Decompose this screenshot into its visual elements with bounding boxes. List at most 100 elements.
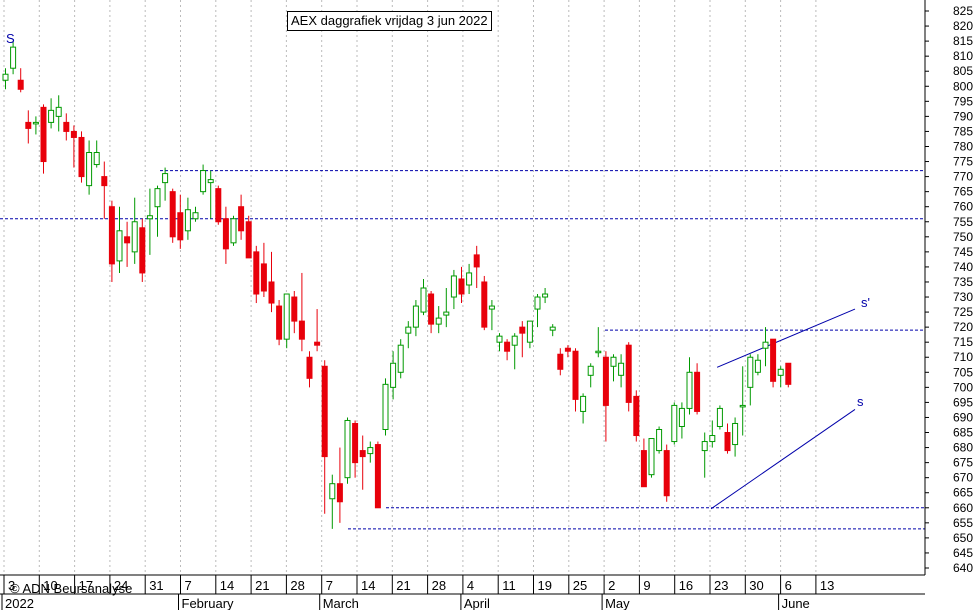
y-tick-label: 735: [953, 275, 973, 289]
candle-body-up: [55, 106, 62, 117]
candle-body-up: [526, 320, 533, 343]
candle-body-up: [367, 447, 374, 455]
candle-body-up: [93, 152, 100, 166]
candle-body-up: [435, 317, 442, 325]
upper-trendline: [716, 308, 856, 368]
candle-body-up: [678, 407, 685, 427]
y-tick-label: 680: [953, 441, 973, 455]
y-tick-label: 790: [953, 109, 973, 123]
candle-body-down: [625, 344, 632, 403]
candle-body-up: [283, 293, 290, 340]
y-tick-label: 715: [953, 335, 973, 349]
x-tick-label: 25: [573, 578, 587, 593]
x-tick-label: 24: [114, 578, 128, 593]
y-tick-label: 710: [953, 350, 973, 364]
y-tick-label: 755: [953, 215, 973, 229]
month-label: February: [182, 596, 235, 610]
x-tick-label: 3: [8, 578, 15, 593]
y-tick-label: 805: [953, 64, 973, 78]
month-label: 2022: [5, 596, 34, 610]
candle-body-down: [291, 296, 298, 322]
x-tick-label: 23: [714, 578, 728, 593]
candle-body-down: [139, 227, 146, 274]
candle-body-up: [200, 170, 207, 193]
candle-body-down: [458, 278, 465, 295]
candle-body-down: [519, 326, 526, 334]
candle-body-up: [716, 407, 723, 427]
candle-body-up: [671, 404, 678, 443]
candle-body-up: [48, 109, 55, 123]
candle-body-up: [549, 326, 556, 331]
x-tick-label: 17: [79, 578, 93, 593]
candle-body-down: [640, 450, 647, 488]
x-tick-label: 28: [432, 578, 446, 593]
candle-body-down: [557, 353, 564, 370]
candle-body-up: [86, 152, 93, 187]
x-tick-label: 2: [608, 578, 615, 593]
candle-body-up: [207, 179, 214, 184]
candle-body-up: [747, 356, 754, 388]
y-tick-label: 740: [953, 260, 973, 274]
candle-body-down: [572, 350, 579, 400]
candle-body-down: [602, 356, 609, 406]
candle-body-up: [230, 218, 237, 244]
candle-body-down: [245, 221, 252, 259]
candle-body-down: [63, 121, 70, 132]
y-tick-label: 720: [953, 320, 973, 334]
candle-body-up: [587, 365, 594, 376]
candle-series: [2, 41, 792, 529]
candle-body-up: [154, 188, 161, 208]
x-tick-label: 7: [326, 578, 333, 593]
y-tick-label: 750: [953, 230, 973, 244]
y-tick-label: 800: [953, 79, 973, 93]
candle-body-up: [656, 429, 663, 452]
candle-body-down: [306, 356, 313, 379]
candle-body-up: [754, 359, 761, 373]
candle-body-down: [321, 365, 328, 458]
chart-title: AEX daggrafiek vrijdag 3 jun 2022: [287, 11, 492, 31]
candle-body-down: [564, 347, 571, 352]
month-label: May: [605, 596, 630, 610]
candle-body-down: [473, 254, 480, 268]
candle-body-up: [184, 209, 191, 232]
annotation-label: s': [861, 295, 870, 310]
candle-body-down: [724, 432, 731, 452]
x-axis: 3 10 17 24 31 7 14 21 28 7 14 21 28 4 11 19 25 2 9 16 23 30 6 1…: [1, 575, 834, 610]
candle-body-up: [397, 344, 404, 373]
y-tick-label: 640: [953, 561, 973, 575]
candle-body-up: [488, 305, 495, 310]
candle-body-down: [504, 341, 511, 352]
candle-body-up: [405, 326, 412, 334]
candle-body-up: [382, 383, 389, 431]
y-tick-label: 690: [953, 410, 973, 424]
y-tick-label: 775: [953, 155, 973, 169]
candle-body-up: [450, 275, 457, 298]
candle-body-up: [192, 212, 199, 220]
candle-body-up: [762, 341, 769, 349]
candle-body-down: [177, 212, 184, 241]
x-tick-label: 14: [361, 578, 375, 593]
candle-body-up: [496, 335, 503, 343]
candle-body-up: [701, 441, 708, 452]
month-label: March: [323, 596, 359, 610]
candle-body-up: [648, 438, 655, 476]
y-tick-label: 700: [953, 380, 973, 394]
candle-body-down: [359, 450, 366, 458]
candle-body-down: [268, 281, 275, 304]
x-tick-label: 31: [149, 578, 163, 593]
x-tick-label: 10: [43, 578, 57, 593]
candle-body-down: [374, 444, 381, 509]
candle-body-up: [162, 173, 169, 184]
candle-body-up: [329, 483, 336, 500]
candle-body-down: [169, 191, 176, 238]
candle-body-down: [40, 106, 47, 163]
x-tick-label: 14: [220, 578, 234, 593]
y-tick-label: 645: [953, 546, 973, 560]
candle-body-up: [542, 293, 549, 298]
x-tick-label: 21: [396, 578, 410, 593]
x-tick-label: 9: [643, 578, 650, 593]
candle-body-up: [146, 215, 153, 220]
candle-body-up: [466, 272, 473, 286]
x-tick-label: 13: [820, 578, 834, 593]
lower-trendline: [710, 409, 856, 510]
